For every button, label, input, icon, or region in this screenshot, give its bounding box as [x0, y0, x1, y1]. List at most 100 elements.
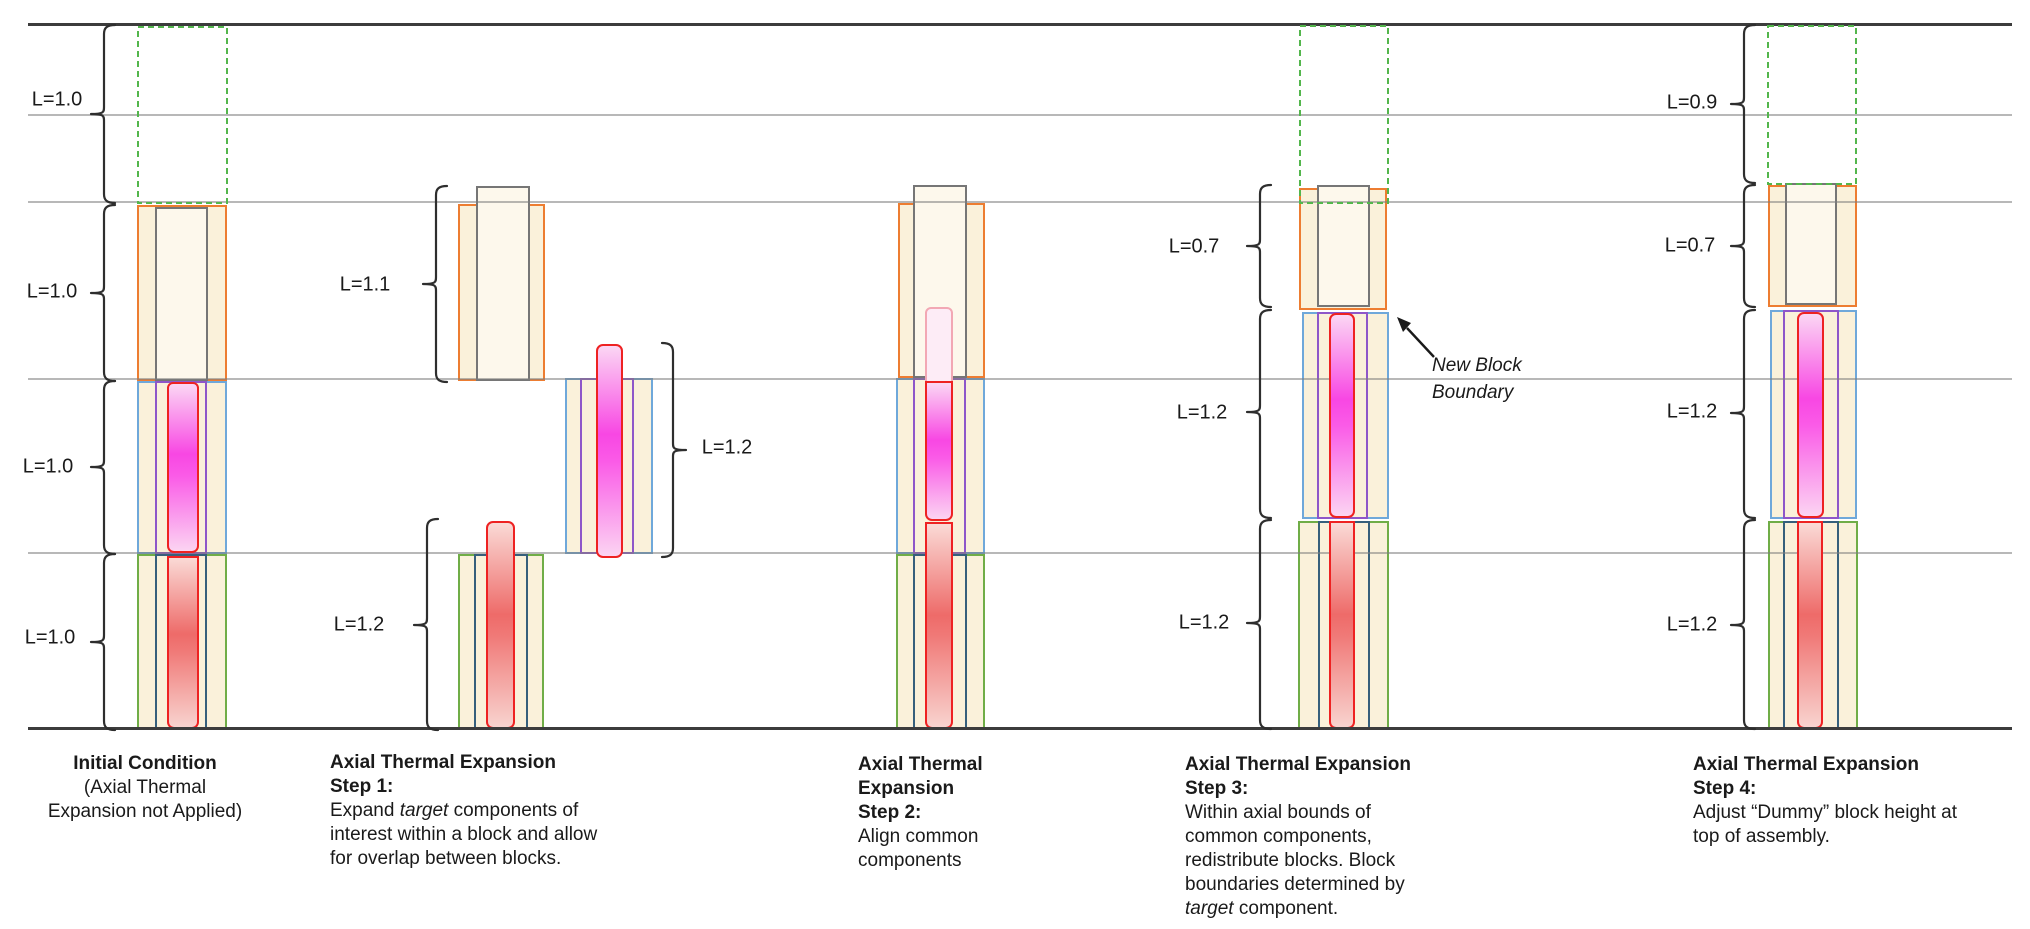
- caption-text: Expansion not Applied): [47, 801, 243, 822]
- caption-line: interest within a block and allow: [330, 823, 597, 847]
- initial-fuel-bar: [167, 382, 199, 553]
- caption-text: interest within a block and allow: [330, 824, 598, 845]
- step1-brace-L=1.2: [660, 341, 688, 559]
- step3-length-label: L=1.2: [1176, 401, 1228, 424]
- step3-fuel-bar: [1329, 313, 1355, 518]
- gridline-minor: [28, 378, 2012, 380]
- step4-length-label: L=0.9: [1666, 91, 1718, 114]
- caption-text: Axial Thermal Expansion: [1185, 754, 1411, 775]
- annotation-line: New Block: [1432, 355, 1522, 376]
- step4-pin-bar: [1797, 521, 1823, 729]
- step1-length-label: L=1.2: [333, 613, 385, 636]
- step1-brace-L=1.1: [421, 184, 449, 384]
- caption-line: Axial Thermal Expansion: [1185, 753, 1411, 777]
- caption-text: Expand: [330, 800, 400, 821]
- caption-step3: Axial Thermal Expansion Step 3: Within axi…: [1185, 753, 1411, 921]
- caption-line: Step 3:: [1185, 777, 1411, 801]
- step4-length-label: L=1.2: [1666, 613, 1718, 636]
- step3-brace-L=1.2: [1245, 308, 1273, 520]
- caption-text: top of assembly.: [1693, 826, 1830, 847]
- caption-line: common components,: [1185, 825, 1411, 849]
- step4-length-label: L=1.2: [1666, 400, 1718, 423]
- initial-length-label: L=1.0: [26, 280, 78, 303]
- step4-brace-L=0.7: [1729, 183, 1757, 309]
- caption-line: Initial Condition: [48, 752, 242, 776]
- caption-text: component.: [1233, 898, 1339, 919]
- caption-line: Step 4:: [1693, 777, 1957, 801]
- step1-orange-inner-gray: [476, 186, 530, 381]
- caption-text: Step 3:: [1185, 778, 1249, 799]
- caption-line: Axial Thermal Expansion: [330, 751, 597, 775]
- caption-text: Within axial bounds of: [1185, 802, 1371, 823]
- boundary-line: [28, 727, 2012, 730]
- step1-length-label: L=1.1: [339, 273, 391, 296]
- initial-brace-L=1.0: [89, 552, 117, 732]
- caption-text: target: [1185, 898, 1234, 919]
- annotation-line: Boundary: [1432, 382, 1514, 403]
- caption-line: Expansion not Applied): [48, 800, 242, 824]
- caption-line: components: [858, 849, 983, 873]
- caption-text: Adjust “Dummy” block height at: [1693, 802, 1957, 823]
- step2-pin-bar: [925, 522, 953, 729]
- step4-brace-L=0.9: [1729, 23, 1757, 185]
- initial-brace-L=1.0: [89, 379, 117, 556]
- step4-length-label: L=0.7: [1664, 234, 1716, 257]
- caption-text: Step 2:: [858, 802, 922, 823]
- step4-orange-inner-gray: [1785, 183, 1837, 305]
- caption-text: components of: [448, 800, 579, 821]
- step3-length-label: L=0.7: [1168, 235, 1220, 258]
- caption-line: (Axial Thermal: [48, 776, 242, 800]
- caption-line: Within axial bounds of: [1185, 801, 1411, 825]
- caption-text: boundaries determined by: [1185, 874, 1405, 895]
- caption-text: components: [858, 850, 962, 871]
- caption-text: redistribute blocks. Block: [1185, 850, 1396, 871]
- caption-text: Align common: [858, 826, 979, 847]
- caption-text: Step 4:: [1693, 778, 1757, 799]
- caption-line: Step 1:: [330, 775, 597, 799]
- caption-line: target component.: [1185, 897, 1411, 921]
- initial-length-label: L=1.0: [31, 88, 83, 111]
- caption-step4: Axial Thermal Expansion Step 4: Adjust “Du…: [1693, 753, 1957, 849]
- step3-length-label: L=1.2: [1178, 611, 1230, 634]
- gridline-minor: [28, 201, 2012, 203]
- caption-text: target: [399, 800, 449, 821]
- caption-text: for overlap between blocks.: [330, 848, 562, 869]
- caption-line: Expand target components of: [330, 799, 597, 823]
- gridline-minor: [28, 114, 2012, 116]
- caption-text: Axial Thermal Expansion: [1693, 754, 1919, 775]
- caption-line: Axial Thermal Expansion: [1693, 753, 1957, 777]
- step3-orange-inner-gray: [1317, 185, 1370, 307]
- step1-fuel-bar: [596, 344, 623, 558]
- caption-initial: Initial Condition (Axial Thermal Expansion…: [48, 752, 242, 824]
- caption-text: Axial Thermal Expansion: [330, 752, 556, 773]
- new-block-boundary-label: New Block Boundary: [1432, 352, 1522, 406]
- caption-text: Expansion: [858, 778, 955, 799]
- step1-brace-L=1.2: [412, 517, 440, 732]
- caption-text: Initial Condition: [73, 753, 217, 774]
- step4-fuel-bar: [1797, 312, 1824, 518]
- boundary-line: [28, 23, 2012, 26]
- annotation-arrow-line: [1406, 327, 1435, 358]
- caption-text: common components,: [1185, 826, 1372, 847]
- step4-dummy-block-dashed: [1767, 25, 1857, 185]
- caption-line: for overlap between blocks.: [330, 847, 597, 871]
- initial-pin-bar: [167, 556, 199, 729]
- caption-text: Step 1:: [330, 776, 394, 797]
- caption-line: Step 2:: [858, 801, 983, 825]
- step4-brace-L=1.2: [1729, 308, 1757, 520]
- caption-line: Axial Thermal: [858, 753, 983, 777]
- annotation-arrowhead: [1397, 317, 1411, 332]
- step1-length-label: L=1.2: [701, 436, 753, 459]
- caption-step2: Axial Thermal Expansion Step 2: Align commo…: [858, 753, 983, 873]
- gridline-minor: [28, 552, 2012, 554]
- caption-text: Axial Thermal: [858, 754, 983, 775]
- step2-fuel-bar: [925, 381, 953, 521]
- initial-length-label: L=1.0: [22, 455, 74, 478]
- step3-brace-L=0.7: [1245, 183, 1273, 309]
- step2-fuel-bar-faint: [925, 307, 953, 383]
- caption-line: top of assembly.: [1693, 825, 1957, 849]
- caption-line: Align common: [858, 825, 983, 849]
- initial-brace-L=1.0: [89, 203, 117, 383]
- caption-line: redistribute blocks. Block: [1185, 849, 1411, 873]
